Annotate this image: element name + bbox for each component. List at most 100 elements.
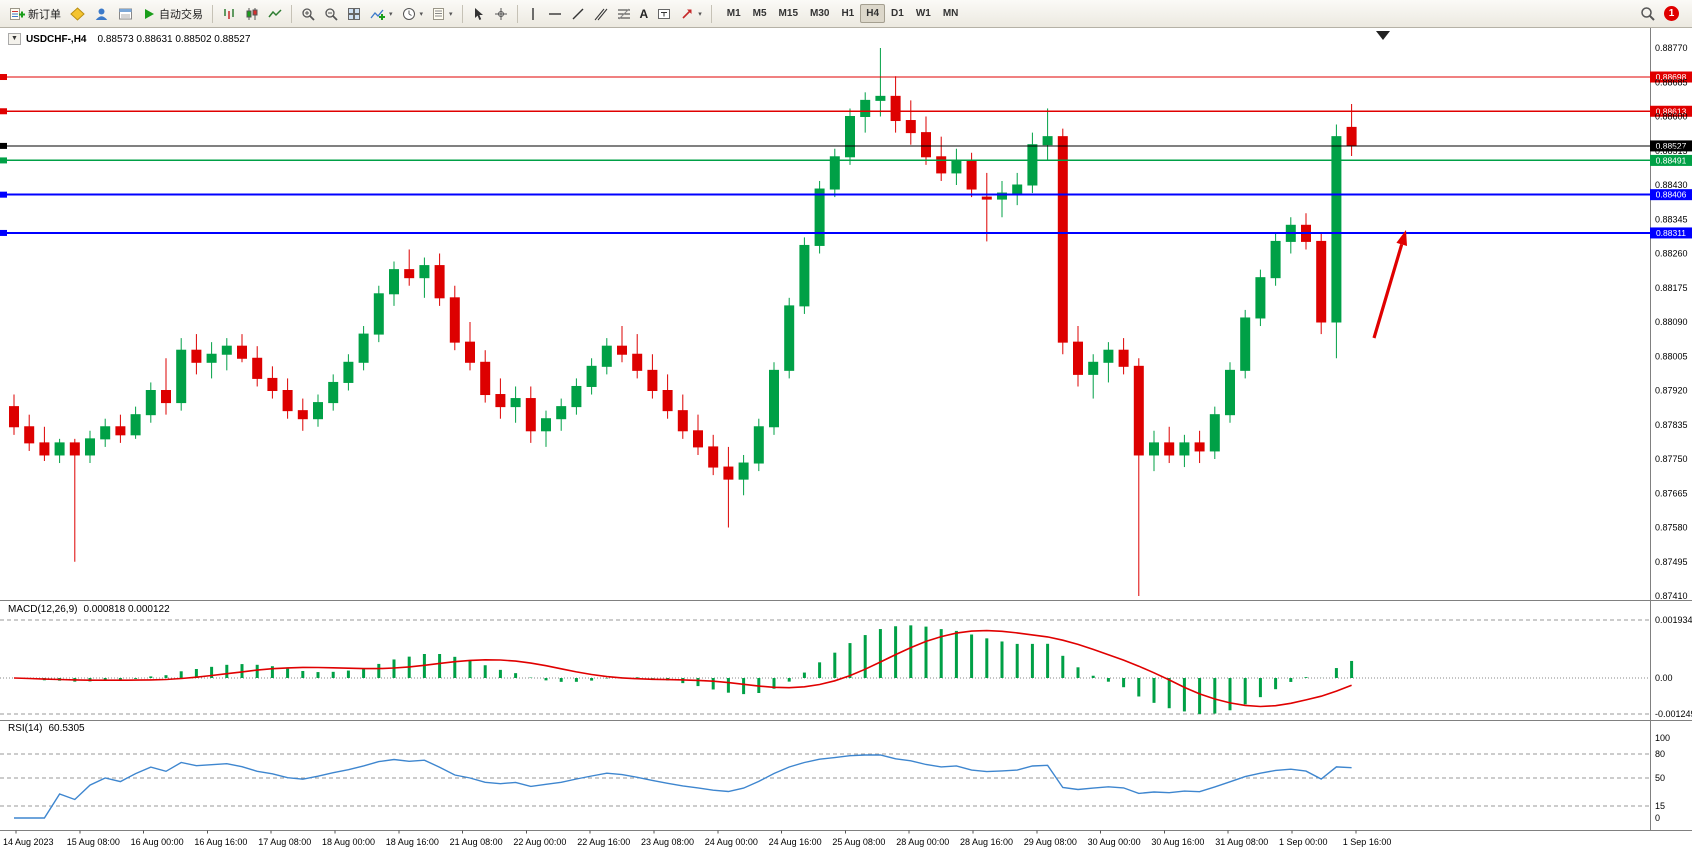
search-button[interactable] — [1636, 3, 1659, 25]
rsi-value: 60.5305 — [48, 723, 85, 734]
timeframe-MN[interactable]: MN — [942, 8, 959, 19]
svg-text:30 Aug 00:00: 30 Aug 00:00 — [1088, 837, 1141, 847]
zoom-in-icon — [302, 7, 315, 21]
vertical-line-icon — [531, 7, 534, 20]
zoom-out-button[interactable] — [320, 3, 342, 25]
cursor-button[interactable] — [468, 3, 489, 25]
macd-name: MACD(12,26,9) — [8, 604, 78, 615]
candle — [145, 390, 156, 416]
candle — [1240, 317, 1251, 371]
svg-text:14 Aug 2023: 14 Aug 2023 — [3, 837, 54, 847]
metaeditor-button[interactable] — [66, 3, 89, 25]
horizontal-line-button[interactable] — [544, 3, 566, 25]
candle — [130, 414, 141, 436]
timeframe-M30[interactable]: M30 — [810, 8, 830, 19]
candle — [1270, 240, 1281, 279]
indicators-button[interactable]: ▾ — [366, 3, 397, 25]
one-click-trading-toggle[interactable]: ▼ — [8, 33, 21, 45]
tile-windows-button[interactable] — [343, 3, 365, 25]
timeframe-M1[interactable]: M1 — [726, 8, 741, 19]
svg-text:-0.001249: -0.001249 — [1655, 709, 1692, 719]
tile-windows-icon — [348, 7, 360, 20]
candle — [525, 398, 536, 432]
candle — [465, 341, 475, 363]
svg-text:0.88600: 0.88600 — [1655, 112, 1688, 122]
candle — [632, 353, 643, 371]
svg-text:0.88613: 0.88613 — [1656, 106, 1687, 116]
notification-badge[interactable]: 1 — [1664, 6, 1679, 21]
templates-button[interactable]: ▾ — [428, 3, 457, 25]
svg-text:0.88406: 0.88406 — [1656, 190, 1687, 200]
candle — [1042, 136, 1053, 146]
svg-text:24 Aug 16:00: 24 Aug 16:00 — [769, 837, 822, 847]
fibonacci-button[interactable] — [613, 3, 635, 25]
svg-text:21 Aug 08:00: 21 Aug 08:00 — [450, 837, 503, 847]
candle — [890, 95, 901, 122]
svg-text:0.87580: 0.87580 — [1655, 523, 1688, 533]
vertical-line-button[interactable] — [523, 3, 543, 25]
timeframe-M5[interactable]: M5 — [752, 8, 767, 19]
data-window-button[interactable] — [114, 3, 137, 25]
channel-button[interactable] — [590, 3, 612, 25]
rsi-line — [14, 754, 1352, 819]
data-window-icon — [119, 8, 132, 19]
crosshair-button[interactable] — [490, 3, 512, 25]
text-button[interactable]: A — [639, 6, 649, 21]
candle — [1331, 136, 1342, 323]
svg-text:0.88090: 0.88090 — [1655, 317, 1688, 327]
new-order-icon — [10, 7, 25, 20]
candle — [69, 442, 80, 456]
svg-text:31 Aug 08:00: 31 Aug 08:00 — [1215, 837, 1268, 847]
trend-arrow — [1372, 243, 1404, 339]
chevron-down-icon: ▾ — [389, 10, 393, 18]
candle — [39, 442, 50, 456]
svg-text:28 Aug 00:00: 28 Aug 00:00 — [896, 837, 949, 847]
macd-panel-label: MACD(12,26,9) 0.000818 0.000122 — [8, 604, 170, 615]
timeframe-W1[interactable]: W1 — [915, 8, 931, 19]
timeframe-M15[interactable]: M15 — [778, 8, 798, 19]
arrows-button[interactable]: ▾ — [676, 3, 706, 25]
timeframe-D1[interactable]: D1 — [891, 8, 904, 19]
toolbar: 新订单 自动交易 — [0, 0, 1692, 28]
svg-text:0.88260: 0.88260 — [1655, 249, 1688, 259]
line-chart-button[interactable] — [264, 3, 286, 25]
search-icon — [1641, 7, 1655, 21]
chevron-down-icon: ▾ — [698, 10, 702, 18]
svg-text:1 Sep 00:00: 1 Sep 00:00 — [1279, 837, 1328, 847]
candlestick-chart-button[interactable] — [241, 3, 263, 25]
timeframe-H1[interactable]: H1 — [841, 8, 855, 19]
candle — [997, 192, 1007, 200]
svg-text:0.88430: 0.88430 — [1655, 180, 1688, 190]
profiles-button[interactable] — [90, 3, 113, 25]
macd-layer — [0, 619, 1650, 715]
grid-layer — [0, 28, 1692, 831]
chart-ohlc-values: 0.88573 0.88631 0.88502 0.88527 — [97, 33, 251, 45]
new-order-button[interactable]: 新订单 — [5, 3, 65, 25]
bar-chart-button[interactable] — [218, 3, 240, 25]
candle — [966, 160, 977, 190]
candle — [221, 345, 232, 355]
periods-button[interactable]: ▾ — [398, 3, 428, 25]
candle — [769, 369, 779, 428]
autotrading-button[interactable]: 自动交易 — [138, 3, 207, 25]
candle — [9, 406, 19, 428]
chevron-down-icon: ▾ — [449, 10, 453, 18]
hline-left-marker — [0, 191, 7, 198]
svg-text:0.88527: 0.88527 — [1656, 141, 1687, 151]
candle — [191, 349, 202, 363]
candle — [1027, 144, 1038, 186]
candlestick-chart-icon — [246, 7, 258, 20]
zoom-in-button[interactable] — [297, 3, 319, 25]
price-tag — [1650, 105, 1692, 117]
candle — [738, 462, 749, 480]
candle — [981, 196, 992, 200]
text-label-button[interactable] — [653, 3, 675, 25]
timeframe-H4[interactable]: H4 — [860, 4, 886, 23]
profiles-icon — [95, 8, 108, 20]
candle — [677, 410, 688, 432]
candle — [784, 305, 795, 371]
svg-text:18 Aug 16:00: 18 Aug 16:00 — [386, 837, 439, 847]
trendline-button[interactable] — [567, 3, 589, 25]
